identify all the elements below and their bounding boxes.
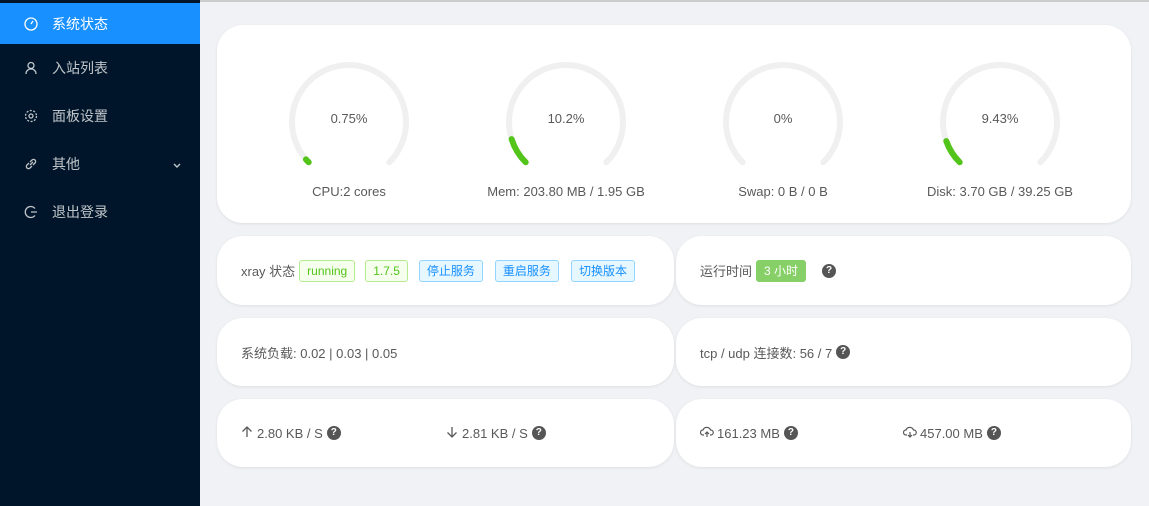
arrow-up-icon [241, 425, 253, 441]
gauge-percent: 0.75% [330, 111, 368, 126]
load-card: 系统负载: 0.02 | 0.03 | 0.05 [217, 318, 674, 386]
system-load: 系统负载: 0.02 | 0.03 | 0.05 [241, 345, 398, 361]
gauge-label: CPU:2 cores [312, 184, 386, 199]
gauge-fill [508, 136, 529, 166]
traffic-card: 161.23 MB? 457.00 MB? [676, 399, 1131, 467]
arrow-down-icon [446, 426, 458, 441]
help-icon[interactable]: ? [531, 426, 546, 440]
cloud-upload-icon [699, 426, 714, 441]
sidebar-item-settings[interactable]: 面板设置 [0, 92, 200, 140]
gauge-label: Mem: 203.80 MB / 1.95 GB [487, 184, 645, 199]
status-badge: running [299, 259, 356, 282]
sidebar-item-other[interactable]: 其他 [0, 140, 200, 188]
help-icon[interactable]: ? [783, 426, 798, 440]
gauge-label: Swap: 0 B / 0 B [738, 184, 828, 199]
sidebar-item-logout[interactable]: 退出登录 [0, 188, 200, 236]
help-icon[interactable]: ? [326, 426, 341, 440]
connection-count: tcp / udp 连接数: 56 / 7 [700, 345, 833, 361]
stop-service-button[interactable]: 停止服务 [418, 259, 483, 282]
total-received: 457.00 MB [920, 425, 983, 441]
chevron-down-icon [172, 157, 182, 173]
sidebar-item-inbounds[interactable]: 入站列表 [0, 44, 200, 92]
gauge-percent: 9.43% [981, 111, 1019, 126]
total-sent: 161.23 MB [717, 425, 780, 441]
xray-card: xray 状态 running 1.7.5 停止服务 重启服务 切换版本 [217, 236, 674, 305]
switch-version-button[interactable]: 切换版本 [570, 259, 635, 282]
gauge-percent: 0% [773, 111, 793, 126]
help-icon[interactable]: ? [986, 426, 1001, 440]
uptime-badge: 3 小时 [756, 259, 807, 282]
gauge-track [506, 62, 626, 166]
restart-service-button[interactable]: 重启服务 [494, 259, 559, 282]
logout-icon [24, 205, 38, 219]
gauge-track [723, 62, 843, 166]
gauge-track [940, 62, 1060, 166]
connections-card: tcp / udp 连接数: 56 / 7? [676, 318, 1131, 386]
cloud-download-icon [902, 426, 917, 441]
gauge-label: Disk: 3.70 GB / 39.25 GB [927, 184, 1073, 199]
download-speed: 2.81 KB / S [462, 425, 528, 441]
user-icon [24, 61, 38, 75]
uptime-label: 运行时间 [700, 264, 753, 279]
gear-icon [24, 109, 38, 123]
upload-speed: 2.80 KB / S [257, 425, 323, 441]
gauge-mem: 10.2% Mem: 203.80 MB / 1.95 GB [486, 59, 646, 199]
gauge-percent: 10.2% [547, 111, 585, 126]
top-border [200, 0, 1149, 2]
sidebar: 系统状态 入站列表 面板设置 其他 退出登录 [0, 0, 200, 506]
gauge-cpu: 0.75% CPU:2 cores [269, 59, 429, 199]
help-icon[interactable]: ? [822, 263, 837, 278]
resource-card: 0.75% CPU:2 cores 10.2% Mem: 203.80 MB /… [217, 25, 1131, 223]
sidebar-item-status[interactable]: 系统状态 [0, 3, 200, 44]
gauge-fill [943, 138, 963, 166]
dashboard-icon [24, 16, 38, 31]
gauge-disk: 9.43% Disk: 3.70 GB / 39.25 GB [920, 59, 1080, 199]
xray-label: xray 状态 [241, 264, 296, 279]
gauge-swap: 0% Swap: 0 B / 0 B [703, 59, 863, 199]
help-icon[interactable]: ? [836, 345, 851, 359]
uptime-card: 运行时间 3 小时 ? [676, 236, 1131, 305]
version-badge: 1.7.5 [365, 259, 408, 282]
speed-card: 2.80 KB / S? 2.81 KB / S? [217, 399, 674, 467]
link-icon [24, 157, 38, 171]
gauge-fill [302, 156, 312, 166]
gauge-track [289, 62, 409, 166]
